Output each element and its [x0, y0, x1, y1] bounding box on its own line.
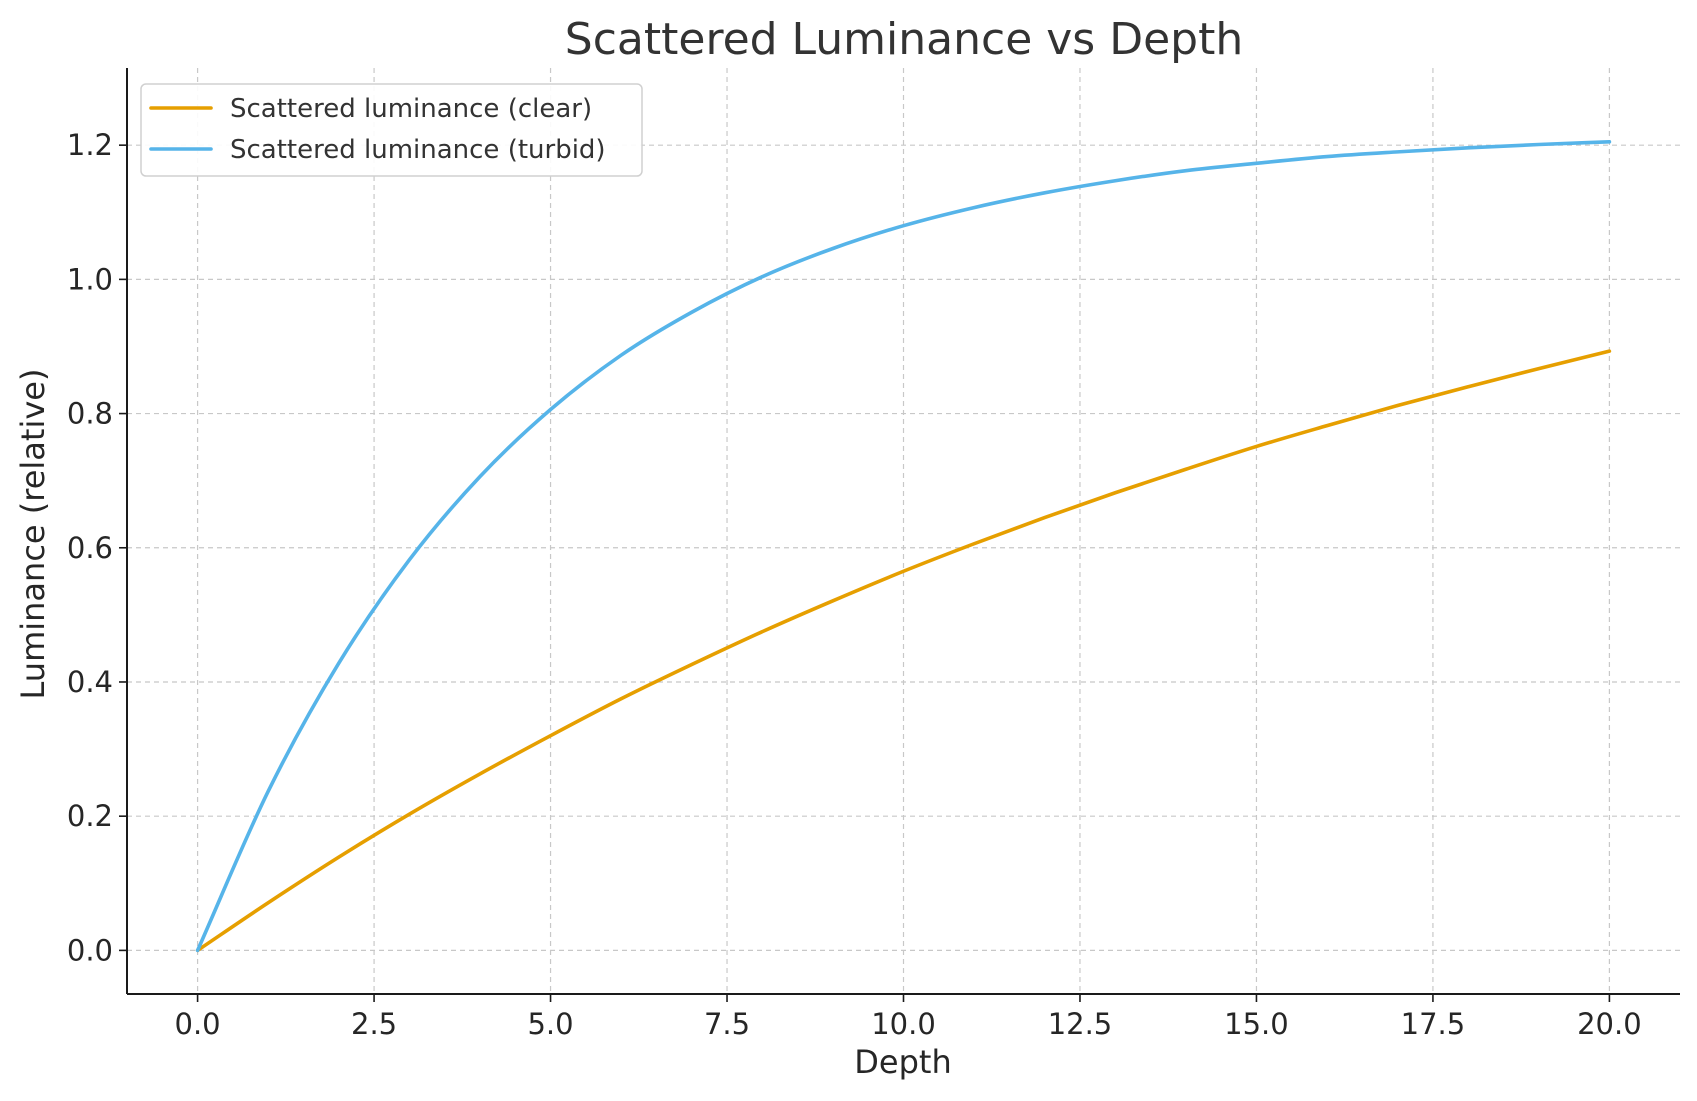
legend: Scattered luminance (clear) Scattered lu…: [140, 83, 643, 177]
legend-box: [140, 83, 643, 177]
series-line-turbid: [195, 140, 1612, 953]
y-gridlines: [127, 144, 1680, 951]
y-tick-label: 0.8: [67, 397, 113, 431]
y-tick-label: 0.0: [67, 933, 113, 967]
x-tick-label: 7.5: [704, 1007, 750, 1041]
series-line-clear: [195, 349, 1612, 953]
x-tick-label: 17.5: [1401, 1007, 1466, 1041]
y-axis-ticks: 0.0 0.2 0.4 0.6 0.8 1.0 1.2: [67, 128, 127, 967]
x-tick-label: 15.0: [1224, 1007, 1289, 1041]
x-tick-label: 0.0: [175, 1007, 221, 1041]
y-tick-label: 0.4: [67, 665, 113, 699]
x-axis-label: Depth: [854, 1043, 951, 1081]
x-tick-label: 12.5: [1048, 1007, 1113, 1041]
y-tick-label: 1.0: [67, 262, 113, 296]
y-axis-label: Luminance (relative): [14, 369, 52, 700]
chart-title: Scattered Luminance vs Depth: [565, 14, 1243, 65]
x-tick-label: 5.0: [527, 1007, 573, 1041]
y-tick-label: 0.6: [67, 531, 113, 565]
series-layer: [195, 140, 1612, 953]
x-tick-label: 10.0: [871, 1007, 936, 1041]
x-gridlines: [196, 68, 1611, 994]
y-tick-label: 0.2: [67, 799, 113, 833]
x-tick-label: 2.5: [351, 1007, 397, 1041]
y-tick-label: 1.2: [67, 128, 113, 162]
x-axis-ticks: 0.0 2.5 5.0 7.5 10.0 12.5 15.0 17.5 20.0: [175, 994, 1642, 1041]
legend-label-clear: Scattered luminance (clear): [230, 94, 592, 124]
x-tick-label: 20.0: [1577, 1007, 1642, 1041]
legend-label-turbid: Scattered luminance (turbid): [230, 135, 606, 165]
